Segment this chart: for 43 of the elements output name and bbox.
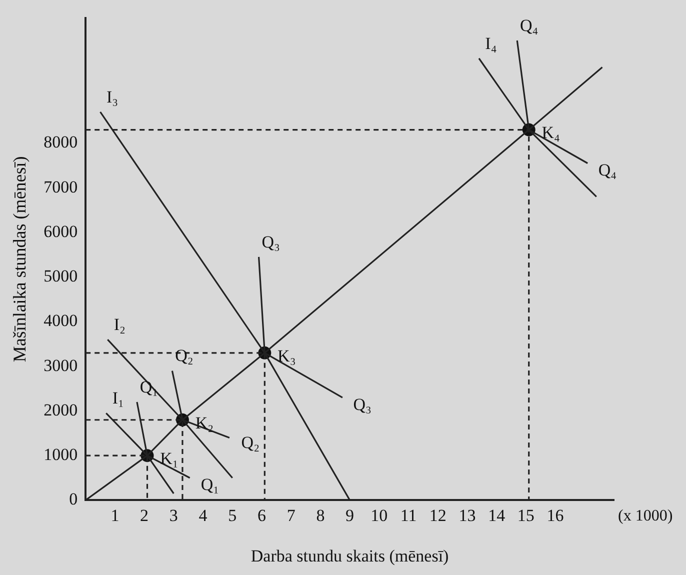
x-tick-label: 15 — [517, 506, 534, 525]
y-tick-label: 7000 — [44, 177, 78, 196]
y-tick-label: 2000 — [44, 400, 78, 420]
annotation: Q₂ — [175, 346, 194, 366]
annotation: Q₃ — [262, 232, 280, 252]
annotation: I₃ — [106, 87, 118, 106]
x-tick-label: 13 — [458, 506, 476, 525]
annotation: I₁ — [112, 388, 124, 408]
y-tick-label: 0 — [69, 490, 78, 509]
x-tick-label: 7 — [286, 506, 296, 525]
annotation: Q₃ — [353, 394, 372, 414]
y-axis-title: Mašīnlaika stundas (mēnesī) — [10, 156, 30, 362]
x-tick-label: 9 — [346, 506, 354, 525]
y-tick-label: 3000 — [44, 356, 78, 375]
x-tick-label: 8 — [316, 506, 325, 525]
annotation: I₄ — [485, 34, 497, 53]
x-tick-label: 12 — [429, 506, 446, 525]
annotation: Q₄ — [520, 16, 538, 35]
annotation: I₂ — [114, 315, 126, 334]
annotation: Q₄ — [598, 160, 617, 180]
annotation: K₂ — [195, 413, 214, 432]
y-tick-label: 4000 — [44, 311, 78, 330]
y-tick-label: 6000 — [44, 222, 78, 241]
annotation: K₃ — [278, 346, 296, 366]
x-tick-label: 4 — [198, 506, 208, 525]
x-tick-label: 10 — [370, 506, 388, 525]
x-axis-title: Darba stundu skaits (mēnesī) — [250, 546, 449, 566]
y-tick-label: 1000 — [44, 445, 78, 464]
x-tick-label: 14 — [488, 506, 506, 525]
x-tick-label: 6 — [257, 506, 266, 525]
annotation: Q₂ — [241, 432, 260, 452]
x-tick-label: 5 — [228, 506, 237, 525]
text: (x 1000) — [618, 507, 673, 524]
x-tick-label: 16 — [546, 506, 564, 525]
x-tick-label: 2 — [140, 506, 149, 525]
x-tick-label: 3 — [169, 506, 178, 525]
annotation: K₄ — [542, 123, 560, 142]
y-tick-label: 5000 — [44, 266, 78, 286]
x-tick-label: 1 — [110, 506, 120, 525]
y-tick-label: 8000 — [44, 132, 78, 152]
annotation: Q₁ — [200, 474, 220, 494]
x-tick-label: 11 — [400, 506, 417, 525]
annotation: K₁ — [160, 449, 178, 468]
